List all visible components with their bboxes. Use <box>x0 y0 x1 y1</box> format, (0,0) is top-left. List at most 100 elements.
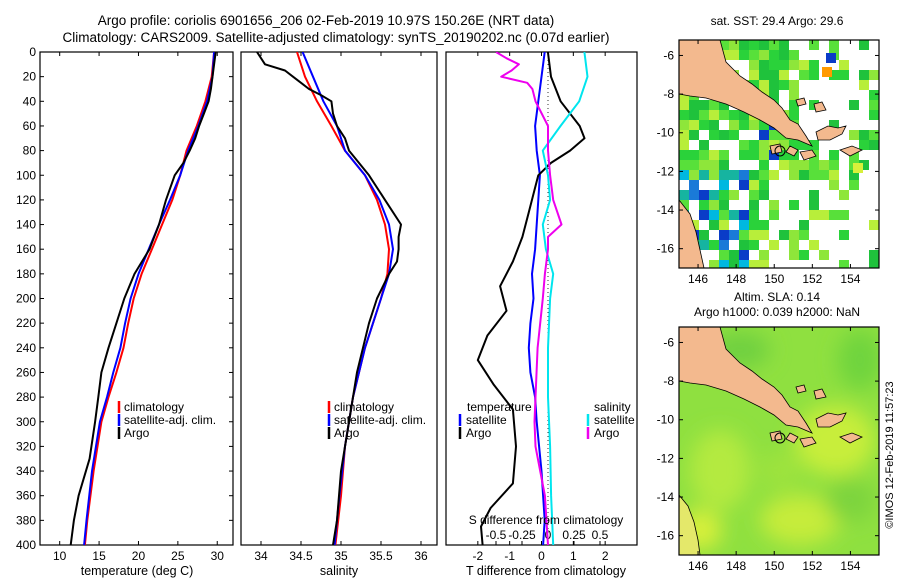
depth-tick-label: 320 <box>16 439 36 453</box>
series-line-climatology <box>83 52 216 545</box>
lat-tick-label: -6 <box>663 48 674 62</box>
temperature-xlabel: temperature (deg C) <box>81 564 194 578</box>
land-australia <box>679 199 705 268</box>
argo-position-marker <box>774 145 786 157</box>
x-tick-label: -1 <box>504 549 515 563</box>
series-line-s-satellite <box>541 52 589 545</box>
t-difference-xlabel: T difference from climatology <box>466 564 627 578</box>
x-tick-label: 34.5 <box>289 549 313 563</box>
depth-tick-label: 380 <box>16 513 36 527</box>
depth-tick-label: 180 <box>16 267 36 281</box>
lat-tick-label: -12 <box>657 451 675 465</box>
depth-tick-label: 240 <box>16 341 36 355</box>
depth-tick-label: 140 <box>16 218 36 232</box>
x-tick-label: 15 <box>92 549 106 563</box>
series-line-argo <box>69 52 217 545</box>
lat-tick-label: -10 <box>657 413 675 427</box>
temperature-legend: climatology satellite-adj. clim. Argo <box>117 400 216 440</box>
legend-label-satellite: satellite-adj. clim. <box>334 413 426 427</box>
x-tick-label: 35.5 <box>369 549 393 563</box>
depth-tick-label: 20 <box>23 70 37 84</box>
x-tick-label: 25 <box>171 549 185 563</box>
legend-label-argo: Argo <box>124 426 150 440</box>
salinity-legend: climatology satellite-adj. clim. Argo <box>327 400 426 440</box>
depth-tick-label: 120 <box>16 193 36 207</box>
s-diff-tick-label: 0.5 <box>592 528 609 542</box>
s-diff-tick-label: -0.5 <box>486 528 507 542</box>
x-tick-label: 1 <box>570 549 577 563</box>
t-difference-x-axis: -2 -1 0 1 2 <box>472 52 609 563</box>
depth-tick-label: 100 <box>16 168 36 182</box>
legend-label-climatology: climatology <box>334 400 394 414</box>
land-islands <box>769 384 863 448</box>
lat-tick-label: -14 <box>657 203 675 217</box>
salinity-xlabel: salinity <box>320 564 359 578</box>
sla-map-title1: Altim. SLA: 0.14 <box>734 290 820 304</box>
legend-label-t-argo: Argo <box>466 426 492 440</box>
salinity-panel: 34 34.5 35 35.5 36 salinity climatology sate… <box>240 51 438 578</box>
difference-panel: -2 -1 0 1 2 -0.5 -0.25 0 0.25 0.5 T difference f… <box>445 51 638 578</box>
sst-map: sat. SST: 29.4 Argo: 29.6 146 148 150 152 15… <box>657 14 880 286</box>
depth-tick-label: 280 <box>16 390 36 404</box>
legend-title-temperature: temperature <box>467 400 532 414</box>
sla-map-axes: 146 148 150 152 154 -6 -8 -10 -12 -14 -16 <box>657 327 879 573</box>
lon-tick-label: 150 <box>764 272 784 286</box>
title-line1: Argo profile: coriolis 6901656_206 02-Fe… <box>98 13 555 28</box>
lat-tick-label: -14 <box>657 490 675 504</box>
lon-tick-label: 152 <box>802 559 822 573</box>
s-difference-xlabel: S difference from climatology <box>469 513 624 527</box>
series-line-s-argo <box>495 52 563 545</box>
x-tick-label: 0 <box>538 549 545 563</box>
land-islands <box>769 97 863 161</box>
legend-label-s-satellite: satellite <box>594 413 635 427</box>
sla-map-title2: Argo h1000: 0.039 h2000: NaN <box>694 305 860 319</box>
lon-tick-label: 146 <box>688 272 708 286</box>
s-diff-tick-label: 0.25 <box>562 528 586 542</box>
x-tick-label: 30 <box>211 549 225 563</box>
lat-tick-label: -10 <box>657 126 675 140</box>
legend-label-climatology: climatology <box>124 400 184 414</box>
depth-tick-label: 200 <box>16 292 36 306</box>
series-line-t-satellite <box>527 52 546 545</box>
x-tick-label: 10 <box>53 549 67 563</box>
depth-tick-label: 300 <box>16 415 36 429</box>
legend-label-argo: Argo <box>334 426 360 440</box>
x-tick-label: 2 <box>602 549 609 563</box>
lon-tick-label: 146 <box>688 559 708 573</box>
series-line-argo <box>256 52 402 545</box>
sla-map: Altim. SLA: 0.14 Argo h1000: 0.039 h2000… <box>657 290 880 573</box>
x-tick-label: -2 <box>472 549 483 563</box>
x-tick-label: 35 <box>334 549 348 563</box>
x-tick-label: 36 <box>414 549 428 563</box>
legend-label-s-argo: Argo <box>594 426 620 440</box>
lon-tick-label: 154 <box>840 559 860 573</box>
lat-tick-label: -8 <box>663 87 674 101</box>
depth-tick-label: 400 <box>16 538 36 552</box>
lat-tick-label: -6 <box>663 335 674 349</box>
sla-field-texture <box>679 330 879 550</box>
s-diff-tick-label: -0.25 <box>508 528 536 542</box>
legend-label-satellite: satellite-adj. clim. <box>124 413 216 427</box>
depth-tick-label: 220 <box>16 316 36 330</box>
depth-tick-label: 160 <box>16 242 36 256</box>
depth-tick-label: 60 <box>23 119 37 133</box>
land-australia <box>679 494 701 555</box>
lat-tick-label: -8 <box>663 374 674 388</box>
legend-title-salinity: salinity <box>594 400 631 414</box>
depth-tick-label: 260 <box>16 365 36 379</box>
x-tick-label: 20 <box>132 549 146 563</box>
title-line2: Climatology: CARS2009. Satellite-adjuste… <box>62 30 609 45</box>
lon-tick-label: 148 <box>726 272 746 286</box>
sst-map-title: sat. SST: 29.4 Argo: 29.6 <box>711 14 844 28</box>
temperature-x-axis: 10 15 20 25 30 <box>53 52 224 563</box>
land-new-guinea <box>679 327 813 434</box>
lon-tick-label: 154 <box>840 272 860 286</box>
depth-tick-label: 360 <box>16 489 36 503</box>
lon-tick-label: 152 <box>802 272 822 286</box>
difference-legend: temperature satellite Argo salinity sate… <box>458 400 635 440</box>
depth-tick-label: 340 <box>16 464 36 478</box>
lat-tick-label: -12 <box>657 164 675 178</box>
argo-position-marker <box>774 432 786 444</box>
depth-tick-label: 80 <box>23 144 37 158</box>
